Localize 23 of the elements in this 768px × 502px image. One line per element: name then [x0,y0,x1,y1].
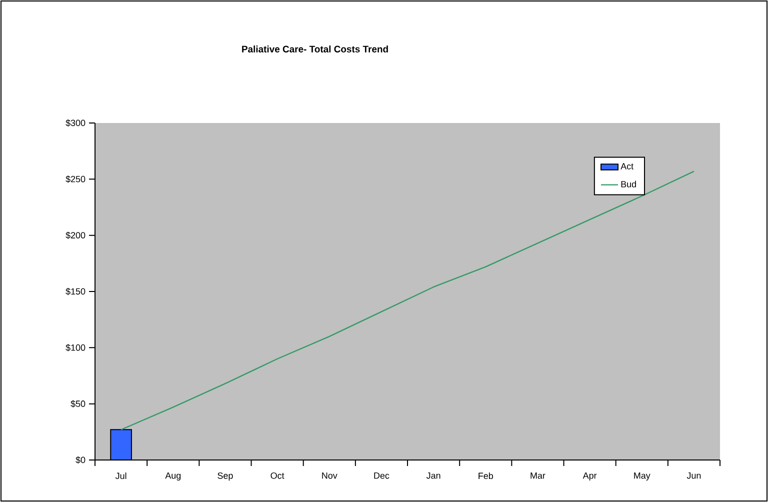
x-tick-label: Aug [165,472,181,480]
x-tick-label: Jun [686,472,701,479]
y-tick-label: $200 [66,232,86,239]
x-tick-label: Jan [426,472,440,479]
x-tick-label: Sep [218,472,233,481]
x-tick-label: Jul [115,472,126,480]
x-tick-label: Dec [374,472,390,479]
x-tick-label: May [634,472,650,480]
y-tick-label: $50 [70,400,86,408]
x-tick-label: Oct [270,472,284,479]
x-tick-label: Feb [478,472,493,480]
legend-label: Act [620,163,634,170]
legend-label: Bud [621,180,636,188]
x-tick-label: Mar [530,472,546,479]
y-tick-label: $100 [66,344,86,352]
y-tick-label: $250 [66,176,86,183]
line-series [120,170,695,430]
y-tick-label: $150 [66,288,86,296]
y-tick-label: $0 [76,456,86,464]
y-tick-label: $300 [66,119,86,127]
x-tick-label: Nov [322,472,338,479]
x-tick-label: Apr [582,472,597,480]
chart-title: Paliative Care- Total Costs Trend [242,46,388,52]
